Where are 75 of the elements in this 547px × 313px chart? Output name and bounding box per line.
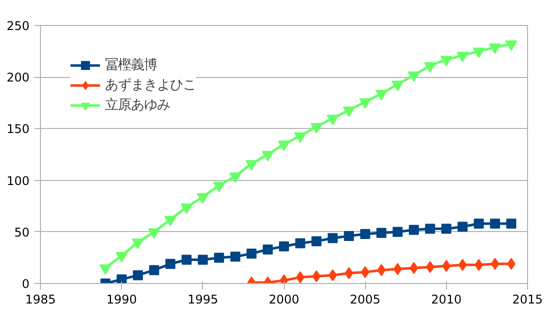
x-tick-label: 2000: [268, 292, 300, 306]
point: [213, 182, 226, 192]
x-tick-label: 2015: [512, 292, 543, 306]
point: [311, 236, 322, 246]
x-tick-label: 2010: [431, 292, 462, 306]
y-tick-label: 100: [6, 174, 30, 188]
point: [344, 267, 354, 280]
point: [132, 238, 144, 250]
point: [132, 270, 143, 280]
point: [262, 150, 274, 162]
point: [246, 248, 257, 259]
point: [377, 264, 386, 276]
point: [489, 43, 502, 54]
point: [165, 258, 176, 269]
point: [214, 252, 224, 263]
y-tick-label: 50: [14, 225, 30, 240]
x-tick-label: 1985: [25, 292, 56, 306]
point: [326, 114, 339, 126]
point: [505, 40, 518, 51]
point: [425, 224, 436, 234]
legend-label: 冨樫義博: [105, 57, 157, 74]
point: [262, 244, 273, 254]
point: [344, 231, 354, 242]
point: [229, 172, 242, 184]
y-tick-label: 150: [6, 122, 30, 136]
point: [295, 238, 306, 248]
point: [474, 218, 484, 229]
y-tick-label: 250: [6, 19, 30, 33]
point: [312, 270, 321, 282]
point: [375, 90, 388, 100]
point: [279, 241, 289, 252]
point: [116, 274, 127, 284]
point: [440, 56, 452, 66]
point: [196, 193, 209, 204]
legend-label: 立原あゆみ: [105, 96, 170, 114]
point: [359, 98, 372, 109]
x-tick-label: 1990: [106, 292, 137, 306]
point: [506, 218, 516, 229]
x-tick-label: 1995: [188, 292, 218, 306]
point: [426, 260, 434, 273]
point: [458, 222, 468, 232]
point: [472, 48, 485, 58]
point: [164, 216, 176, 226]
legend-label: あずまきよひこ: [105, 77, 196, 94]
point: [424, 62, 436, 73]
point: [408, 71, 420, 82]
point: [392, 80, 404, 92]
point: [456, 52, 469, 62]
point: [278, 140, 290, 152]
point: [490, 218, 500, 229]
point: [182, 254, 192, 265]
point: [328, 233, 338, 244]
point: [230, 252, 240, 262]
point: [410, 262, 418, 274]
point: [310, 122, 322, 134]
point: [180, 203, 193, 214]
point: [116, 252, 128, 262]
point: [490, 258, 500, 270]
point: [294, 132, 306, 143]
point: [360, 228, 370, 239]
point: [148, 228, 160, 239]
point: [458, 258, 467, 271]
point: [393, 263, 402, 276]
point: [246, 160, 258, 171]
point: [392, 226, 403, 237]
point: [342, 106, 355, 117]
point: [408, 224, 419, 235]
point: [149, 265, 160, 276]
point: [198, 254, 208, 265]
point: [376, 228, 386, 238]
point: [99, 264, 112, 275]
y-tick-label: 0: [22, 277, 30, 291]
point: [441, 224, 452, 234]
x-tick-label: 2005: [350, 292, 380, 306]
y-tick-label: 200: [6, 70, 30, 85]
